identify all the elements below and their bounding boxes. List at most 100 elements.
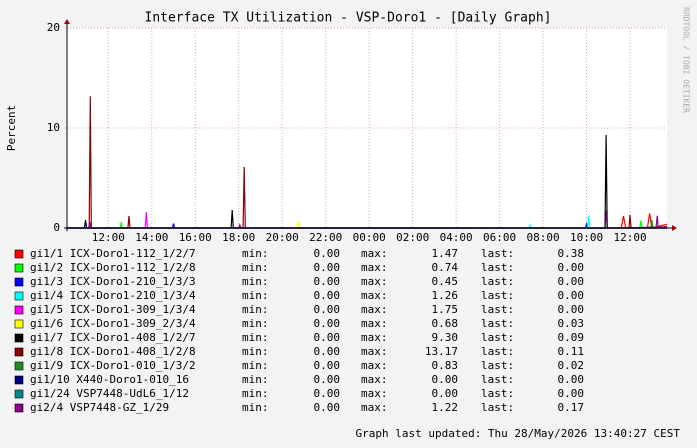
stat-label: last:	[481, 247, 514, 260]
stat-label: min:	[242, 261, 269, 274]
x-tick-label: 16:00	[179, 231, 212, 244]
stat-label: max:	[361, 303, 388, 316]
legend-name: gi1/8 ICX-Doro1-408_1/2/8	[30, 345, 196, 358]
legend-swatch	[14, 333, 24, 343]
legend-min: 0.00	[314, 303, 341, 316]
x-tick-label: 20:00	[266, 231, 299, 244]
chart-title: Interface TX Utilization - VSP-Doro1 - […	[145, 11, 552, 26]
watermark: RRDTOOL / TOBI OETIKER	[682, 7, 691, 113]
stat-label: last:	[481, 345, 514, 358]
legend-max: 0.45	[432, 275, 459, 288]
legend-min: 0.00	[314, 401, 341, 414]
stat-label: min:	[242, 275, 269, 288]
stat-label: min:	[242, 331, 269, 344]
stat-label: last:	[481, 387, 514, 400]
legend-max: 0.83	[432, 359, 459, 372]
legend-max: 9.30	[432, 331, 459, 344]
legend-min: 0.00	[314, 373, 341, 386]
x-tick-label: 14:00	[135, 231, 168, 244]
stat-label: last:	[481, 261, 514, 274]
x-arrow	[672, 225, 677, 231]
legend-min: 0.00	[314, 387, 341, 400]
series-line	[67, 215, 668, 229]
x-tick-label: 00:00	[353, 231, 386, 244]
legend-last: 0.00	[558, 289, 585, 302]
stat-label: last:	[481, 401, 514, 414]
legend-min: 0.00	[314, 289, 341, 302]
x-tick-label: 18:00	[222, 231, 255, 244]
x-tick-label: 04:00	[440, 231, 473, 244]
legend-min: 0.00	[314, 275, 341, 288]
legend-min: 0.00	[314, 317, 341, 330]
legend-name: gi1/9 ICX-Doro1-010_1/3/2	[30, 359, 196, 372]
y-arrow	[64, 19, 70, 24]
legend-name: gi1/1 ICX-Doro1-112_1/2/7	[30, 247, 196, 260]
stat-label: max:	[361, 275, 388, 288]
legend-name: gi1/7 ICX-Doro1-408_1/2/7	[30, 331, 196, 344]
legend-max: 1.22	[432, 401, 459, 414]
stat-label: min:	[242, 247, 269, 260]
stat-label: last:	[481, 289, 514, 302]
legend-swatch	[14, 319, 24, 329]
stat-label: last:	[481, 303, 514, 316]
stat-label: min:	[242, 373, 269, 386]
legend-min: 0.00	[314, 345, 341, 358]
stat-label: min:	[242, 317, 269, 330]
stat-label: last:	[481, 317, 514, 330]
legend-last: 0.17	[558, 401, 585, 414]
x-tick-label: 06:00	[483, 231, 516, 244]
y-tick-label: 0	[53, 221, 60, 234]
y-tick-label: 10	[47, 121, 60, 134]
stat-label: min:	[242, 303, 269, 316]
stat-label: last:	[481, 359, 514, 372]
legend-swatch	[14, 291, 24, 301]
legend-last: 0.38	[558, 247, 585, 260]
x-tick-label: 22:00	[309, 231, 342, 244]
y-tick-label: 20	[47, 21, 60, 34]
legend-name: gi1/24 VSP7448-UdL6_1/12	[30, 387, 189, 400]
legend-max: 0.68	[432, 317, 459, 330]
legend-name: gi1/4 ICX-Doro1-210_1/3/4	[30, 289, 196, 302]
stat-label: max:	[361, 345, 388, 358]
stat-label: min:	[242, 289, 269, 302]
legend-last: 0.11	[558, 345, 585, 358]
legend-name: gi1/5 ICX-Doro1-309_1/3/4	[30, 303, 196, 316]
legend-name: gi1/3 ICX-Doro1-210_1/3/3	[30, 275, 196, 288]
footer: Graph last updated: Thu 28/May/2026 13:4…	[355, 427, 680, 440]
x-tick-label: 12:00	[613, 231, 646, 244]
y-axis-label: Percent	[5, 105, 18, 151]
legend-swatch	[14, 263, 24, 273]
stat-label: max:	[361, 331, 388, 344]
stat-label: max:	[361, 289, 388, 302]
legend-max: 1.26	[432, 289, 459, 302]
legend-last: 0.00	[558, 303, 585, 316]
stat-label: max:	[361, 317, 388, 330]
legend-swatch	[14, 403, 24, 413]
legend-last: 0.03	[558, 317, 585, 330]
legend-name: gi2/4 VSP7448-GZ_1/29	[30, 401, 169, 414]
legend-min: 0.00	[314, 359, 341, 372]
stat-label: max:	[361, 401, 388, 414]
stat-label: max:	[361, 373, 388, 386]
legend-swatch	[14, 389, 24, 399]
legend-max: 0.74	[432, 261, 459, 274]
stat-label: max:	[361, 387, 388, 400]
legend-name: gi1/2 ICX-Doro1-112_1/2/8	[30, 261, 196, 274]
legend-last: 0.00	[558, 373, 585, 386]
stat-label: max:	[361, 261, 388, 274]
legend-last: 0.09	[558, 331, 585, 344]
legend-last: 0.02	[558, 359, 585, 372]
x-tick-label: 12:00	[92, 231, 125, 244]
stat-label: max:	[361, 247, 388, 260]
legend-max: 1.75	[432, 303, 459, 316]
stat-label: last:	[481, 275, 514, 288]
legend-last: 0.00	[558, 275, 585, 288]
legend-name: gi1/6 ICX-Doro1-309_2/3/4	[30, 317, 196, 330]
legend-swatch	[14, 277, 24, 287]
legend-max: 0.00	[432, 373, 459, 386]
legend-min: 0.00	[314, 247, 341, 260]
stat-label: last:	[481, 373, 514, 386]
legend-name: gi1/10 X440-Doro1-010_16	[30, 373, 189, 386]
legend-swatch	[14, 305, 24, 315]
